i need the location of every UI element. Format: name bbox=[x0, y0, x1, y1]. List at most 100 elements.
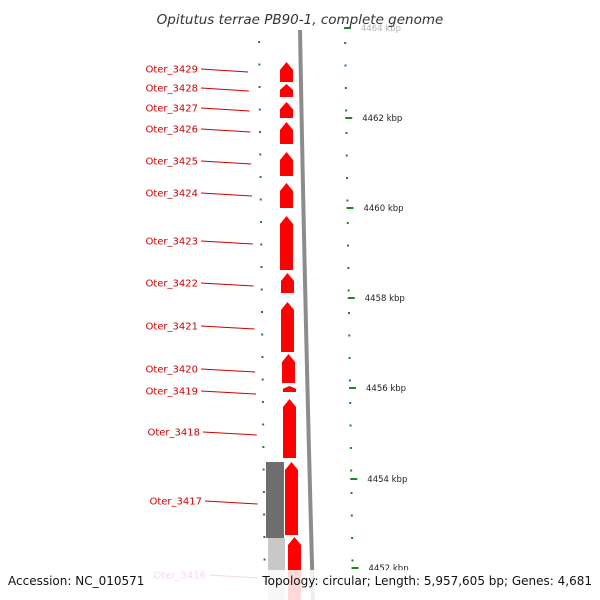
inner-tick bbox=[263, 513, 266, 516]
accession-text: Accession: NC_010571 bbox=[8, 574, 144, 588]
gene-label: Oter_3428 bbox=[145, 84, 198, 95]
scale-label: 4458 kbp bbox=[365, 294, 405, 304]
gene-label-leader bbox=[200, 107, 250, 112]
scale-label: 4456 kbp bbox=[366, 384, 406, 394]
gene-label: Oter_3421 bbox=[145, 322, 198, 333]
gene-label-group: Oter_3429 Oter_3428 Oter_3427 Oter_3426 Oter… bbox=[145, 65, 259, 582]
gene-label: Oter_3420 bbox=[145, 365, 198, 376]
gene-arrow bbox=[281, 273, 294, 293]
scale-tick-track bbox=[343, 27, 359, 584]
gene-label-leader bbox=[200, 240, 253, 245]
gene-label-leader bbox=[200, 68, 249, 73]
topology-text: Topology: circular; Length: 5,957,605 bp… bbox=[261, 574, 592, 588]
inner-tick bbox=[259, 176, 262, 178]
gene-label-leader bbox=[200, 282, 254, 287]
inner-tick bbox=[259, 198, 262, 201]
inner-tick bbox=[260, 221, 263, 223]
inner-tick bbox=[259, 153, 262, 156]
minor-tick bbox=[345, 132, 348, 134]
major-tick bbox=[343, 27, 351, 29]
gene-arrow bbox=[282, 354, 295, 383]
scale-label: 4460 kbp bbox=[363, 204, 403, 214]
inner-tick bbox=[258, 108, 261, 111]
minor-tick bbox=[344, 64, 347, 67]
major-tick bbox=[346, 207, 354, 209]
inner-tick bbox=[262, 423, 265, 426]
gene-label-leader bbox=[200, 87, 249, 92]
gene-track bbox=[280, 62, 301, 600]
gene-label: Oter_3427 bbox=[145, 104, 198, 115]
minor-tick bbox=[347, 267, 350, 269]
minor-tick bbox=[345, 109, 348, 112]
inner-tick bbox=[263, 558, 266, 561]
inner-tick bbox=[261, 356, 264, 358]
gene-arrow bbox=[280, 216, 293, 270]
gene-label: Oter_3419 bbox=[145, 387, 198, 398]
gene-label: Oter_3423 bbox=[145, 237, 198, 248]
minor-tick bbox=[347, 244, 350, 247]
inner-tick bbox=[262, 491, 265, 493]
minor-tick bbox=[347, 289, 350, 292]
footer-background bbox=[0, 570, 600, 600]
inner-tick bbox=[261, 378, 264, 381]
scale-label: 4452 kbp bbox=[369, 564, 409, 574]
minor-tick bbox=[347, 312, 350, 314]
minor-tick bbox=[349, 402, 352, 404]
inner-tick bbox=[260, 311, 263, 313]
gene-arrow bbox=[280, 62, 293, 82]
map-title: Opitutus terrae PB90-1, complete genome bbox=[157, 12, 444, 28]
minor-tick bbox=[351, 537, 354, 539]
gene-label: Oter_3422 bbox=[145, 279, 198, 290]
minor-tick bbox=[345, 154, 348, 157]
inner-tick bbox=[263, 536, 266, 538]
gene-arrow bbox=[280, 84, 293, 97]
inner-tick bbox=[260, 288, 263, 291]
gene-label-leader bbox=[202, 431, 257, 436]
gene-label-leader bbox=[200, 368, 256, 373]
major-tick bbox=[345, 117, 353, 119]
gene-label: Oter_3426 bbox=[145, 125, 198, 136]
inner-tick bbox=[259, 131, 262, 133]
minor-tick bbox=[344, 42, 347, 44]
gene-arrow bbox=[285, 462, 298, 535]
minor-tick bbox=[346, 222, 349, 224]
inner-tick bbox=[262, 468, 265, 471]
gene-arrow bbox=[280, 102, 293, 118]
gene-label-leader bbox=[200, 325, 255, 330]
gene-label: Oter_3425 bbox=[145, 157, 198, 168]
inner-tick bbox=[261, 401, 264, 403]
major-tick bbox=[349, 387, 357, 389]
minor-tick bbox=[349, 447, 352, 449]
inner-tick-track bbox=[258, 41, 266, 583]
gene-label: Oter_3418 bbox=[147, 428, 200, 439]
gene-label-leader bbox=[204, 500, 258, 505]
gene-arrow bbox=[280, 122, 293, 144]
scale-label: 4462 kbp bbox=[362, 114, 402, 124]
inner-tick bbox=[258, 63, 261, 66]
minor-tick bbox=[350, 514, 353, 517]
inner-tick bbox=[260, 266, 263, 268]
gene-label: Oter_3429 bbox=[145, 65, 198, 76]
inner-tick bbox=[258, 86, 261, 88]
minor-tick bbox=[348, 357, 351, 359]
major-tick bbox=[351, 567, 359, 569]
gene-arrow bbox=[280, 152, 293, 176]
gene-arrow bbox=[280, 183, 293, 208]
minor-tick bbox=[350, 469, 353, 472]
inner-tick bbox=[262, 446, 265, 448]
minor-tick bbox=[346, 199, 349, 202]
gene-label: Oter_3424 bbox=[145, 189, 198, 200]
gene-arrow bbox=[283, 399, 296, 458]
scale-label: 4464 kbp bbox=[361, 24, 401, 34]
gene-label-leader bbox=[200, 192, 253, 197]
minor-tick bbox=[350, 492, 353, 494]
minor-tick bbox=[351, 559, 354, 562]
gene-label-leader bbox=[200, 128, 251, 133]
band-segment-dark bbox=[266, 462, 284, 538]
gene-label-leader bbox=[200, 390, 257, 395]
genome-backbone bbox=[298, 29, 315, 600]
minor-tick bbox=[346, 177, 349, 179]
inner-tick bbox=[260, 243, 263, 246]
inner-tick bbox=[258, 41, 261, 43]
